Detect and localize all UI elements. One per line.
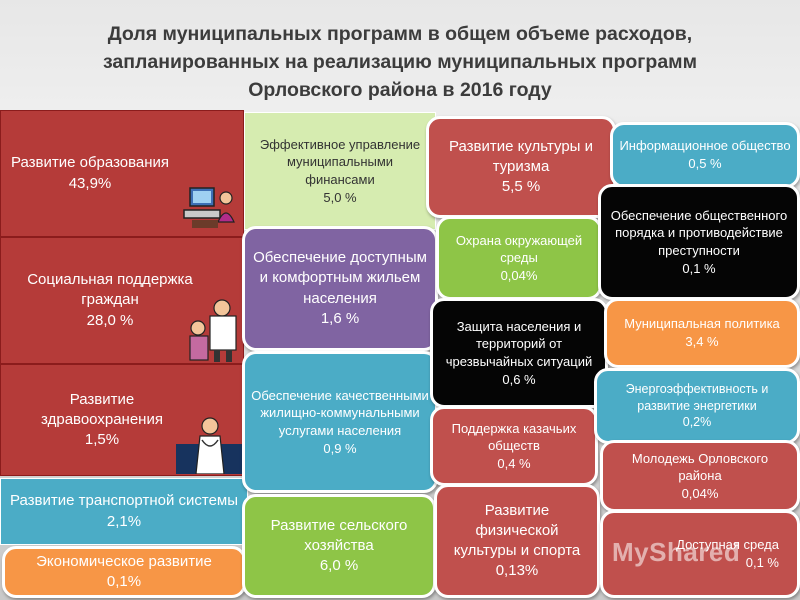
doctor-icon bbox=[176, 417, 242, 474]
program-value: 5,5 % bbox=[501, 178, 541, 196]
program-label: Охрана окружающей среды bbox=[455, 232, 583, 266]
program-label: Эффективное управление муниципальными фи… bbox=[259, 136, 421, 187]
program-value: 43,9% bbox=[68, 174, 112, 192]
program-housing: Обеспечение доступным и комфортным жилье… bbox=[242, 226, 438, 351]
program-value: 6,0 % bbox=[319, 557, 359, 575]
program-label: Экономическое развитие bbox=[36, 552, 212, 570]
watermark: MyShared bbox=[612, 537, 741, 567]
program-label: Социальная поддержка граждан bbox=[27, 271, 193, 309]
program-label: Развитие сельского хозяйства bbox=[270, 516, 408, 554]
program-youth: Молодежь Орловского района 0,04% bbox=[600, 440, 800, 512]
program-sport: Развитие физической культуры и спорта 0,… bbox=[434, 484, 600, 598]
program-value: 5,0 % bbox=[323, 189, 357, 205]
computer-user-icon bbox=[183, 187, 235, 228]
program-value: 0,04% bbox=[681, 485, 719, 501]
program-environment: Охрана окружающей среды 0,04% bbox=[436, 216, 602, 300]
program-cossack-societies: Поддержка казачьих обществ 0,4 % bbox=[430, 406, 598, 486]
program-label: Обеспечение общественного порядка и прот… bbox=[610, 207, 788, 258]
program-label: Развитие здравоохранения bbox=[41, 390, 163, 428]
program-value: 0,1 % bbox=[745, 555, 779, 570]
program-label: Развитие образования bbox=[10, 154, 170, 172]
program-label: Муниципальная политика bbox=[624, 316, 780, 332]
program-value: 28,0 % bbox=[86, 311, 134, 329]
program-label: Обеспечение доступным и комфортным жилье… bbox=[253, 249, 427, 307]
program-label: Поддержка казачьих обществ bbox=[451, 420, 577, 454]
program-value: 0,1 % bbox=[682, 260, 716, 276]
program-value: 1,6 % bbox=[320, 309, 360, 327]
program-label: Обеспечение качественными жилищно-коммун… bbox=[251, 387, 429, 438]
program-label: Информационное общество bbox=[619, 138, 791, 154]
program-value: 0,1% bbox=[106, 573, 142, 590]
program-label: Доступная среда bbox=[676, 537, 779, 553]
program-value: 0,04% bbox=[500, 267, 538, 283]
program-municipal-finance: Эффективное управление муниципальными фи… bbox=[244, 112, 436, 230]
program-energy-efficiency: Энергоэффективность и развитие энергетик… bbox=[594, 368, 800, 444]
program-value: 0,5 % bbox=[688, 156, 722, 171]
program-label: Развитие транспортной системы bbox=[9, 492, 239, 510]
program-label: Защита населения и территорий от чрезвыч… bbox=[445, 318, 593, 369]
program-value: 1,5% bbox=[84, 431, 120, 449]
program-label: Энергоэффективность и развитие энергетик… bbox=[625, 381, 769, 413]
program-value: 3,4 % bbox=[685, 334, 719, 349]
program-housing-utilities: Обеспечение качественными жилищно-коммун… bbox=[242, 351, 438, 493]
program-value: 0,9 % bbox=[323, 440, 357, 456]
program-culture-tourism: Развитие культуры и туризма 5,5 % bbox=[426, 116, 616, 218]
slide-title: Доля муниципальных программ в общем объе… bbox=[20, 20, 780, 104]
program-information-society: Информационное общество 0,5 % bbox=[610, 122, 800, 188]
program-transport: Развитие транспортной системы 2,1% bbox=[0, 478, 248, 545]
program-value: 0,4 % bbox=[497, 455, 531, 471]
program-label: Молодежь Орловского района bbox=[631, 450, 769, 484]
program-education: Развитие образования 43,9% bbox=[0, 110, 244, 237]
title-line-2: запланированных на реализацию муниципаль… bbox=[102, 51, 698, 73]
doctor-patient-icon bbox=[189, 299, 237, 362]
program-accessible-environment: Доступная среда 0,1 % bbox=[600, 510, 800, 598]
program-value: 0,13% bbox=[495, 562, 539, 580]
title-line-3: Орловского района в 2016 году bbox=[248, 79, 552, 101]
program-municipal-policy: Муниципальная политика 3,4 % bbox=[604, 298, 800, 368]
program-value: 0,2% bbox=[682, 415, 712, 430]
program-public-order: Обеспечение общественного порядка и прот… bbox=[598, 184, 800, 300]
program-label: Развитие культуры и туризма bbox=[448, 137, 593, 175]
program-emergency-protection: Защита населения и территорий от чрезвыч… bbox=[430, 298, 608, 408]
title-line-1: Доля муниципальных программ в общем объе… bbox=[107, 23, 693, 45]
program-value: 0,6 % bbox=[502, 371, 536, 387]
program-agriculture: Развитие сельского хозяйства 6,0 % bbox=[242, 494, 436, 598]
program-label: Развитие физической культуры и спорта bbox=[453, 501, 581, 560]
program-economic-development: Экономическое развитие 0,1% bbox=[2, 546, 246, 598]
program-value: 2,1% bbox=[106, 512, 142, 530]
